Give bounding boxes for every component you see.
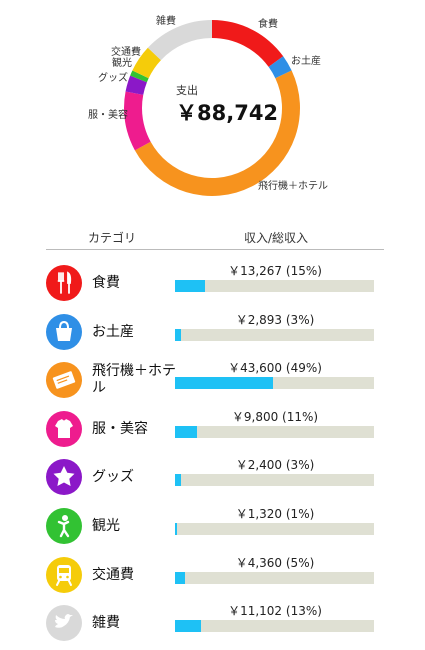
total-label: 支出: [176, 84, 198, 97]
donut-slice: [147, 20, 212, 61]
donut-label-misc: 雑費: [156, 16, 176, 27]
donut-svg: [124, 20, 301, 197]
donut-label-clothes-beauty: 服・美容: [88, 110, 128, 121]
category-amount: ￥2,400 (3%): [235, 458, 315, 473]
person-icon: [46, 508, 82, 544]
donut-label-transport: 交通費: [111, 47, 141, 58]
category-row[interactable]: 交通費 ￥4,360 (5%): [0, 554, 425, 602]
donut-slice: [124, 91, 151, 151]
header-divider: [46, 249, 384, 250]
category-name: 雑費: [92, 615, 120, 632]
donut-slice: [125, 75, 147, 95]
share-bar-fill: [175, 523, 177, 535]
category-amount: ￥9,800 (11%): [231, 409, 319, 424]
donut-slice: [132, 47, 161, 79]
category-name: 服・美容: [92, 420, 148, 437]
donut-label-flight-hotel: 飛行機＋ホテル: [258, 181, 328, 192]
utensils-icon: [46, 265, 82, 301]
share-bar-track: [175, 425, 374, 438]
category-amount: ￥1,320 (1%): [235, 507, 315, 521]
category-amount: ￥4,360 (5%): [235, 555, 315, 570]
donut-slice: [134, 70, 301, 197]
expense-donut-chart: 食費 お土産 飛行機＋ホテル 服・美容 グッズ 観光 交通費 雑費 支出 ￥88…: [0, 0, 425, 205]
category-row[interactable]: 観光 ￥1,320 (1%): [0, 505, 425, 553]
category-row[interactable]: 飛行機＋ホテル ￥43,600 (49%): [0, 359, 425, 407]
category-name: 観光: [92, 518, 120, 534]
bird-icon: [46, 605, 82, 642]
category-row[interactable]: 食費 ￥13,267 (15%): [0, 262, 425, 310]
category-amount: ￥13,267 (15%): [228, 264, 322, 278]
total-amount: ￥88,742: [176, 101, 279, 125]
category-row[interactable]: グッズ ￥2,400 (3%): [0, 456, 425, 504]
share-bar-fill: [175, 474, 181, 487]
share-bar-track: [175, 328, 374, 341]
donut-label-souvenirs: お土産: [291, 56, 321, 67]
column-header-category: カテゴリ: [88, 231, 137, 245]
category-amount: ￥43,600 (49%): [228, 361, 322, 376]
shopping-bag-icon: [46, 313, 82, 350]
column-header-income: 収入/総収入: [244, 231, 309, 245]
category-row[interactable]: 雑費 ￥11,102 (13%): [0, 602, 425, 650]
category-amount: ￥2,893 (3%): [235, 312, 315, 327]
share-bar-track: [175, 474, 374, 487]
star-icon: [46, 459, 82, 496]
donut-label-goods: グッズ: [98, 73, 128, 84]
share-bar-track: [175, 377, 374, 390]
category-name: お土産: [92, 323, 134, 340]
shirt-icon: [46, 410, 82, 447]
share-bar-track: [175, 280, 374, 292]
share-bar-fill: [175, 328, 181, 341]
donut-label-sightseeing: 観光: [112, 58, 132, 69]
train-icon: [46, 556, 82, 593]
category-amount: ￥11,102 (13%): [228, 604, 322, 619]
category-name: 飛行機＋ホテル: [92, 363, 176, 397]
share-bar-fill: [175, 620, 201, 633]
category-row[interactable]: 服・美容 ￥9,800 (11%): [0, 408, 425, 456]
donut-slice: [212, 20, 284, 67]
share-bar-fill: [175, 280, 205, 292]
category-name: 食費: [92, 275, 120, 291]
donut-label-food: 食費: [258, 19, 278, 30]
category-row[interactable]: お土産 ￥2,893 (3%): [0, 311, 425, 359]
share-bar-track: [175, 523, 374, 535]
donut-slice: [130, 70, 149, 83]
category-name: グッズ: [92, 469, 134, 486]
share-bar-fill: [175, 571, 185, 584]
share-bar-fill: [175, 425, 197, 438]
share-bar-fill: [175, 377, 273, 390]
ticket-icon: [46, 362, 82, 399]
category-name: 交通費: [92, 566, 134, 583]
share-bar-track: [175, 571, 374, 584]
share-bar-track: [175, 620, 374, 633]
donut-slice: [268, 56, 292, 79]
